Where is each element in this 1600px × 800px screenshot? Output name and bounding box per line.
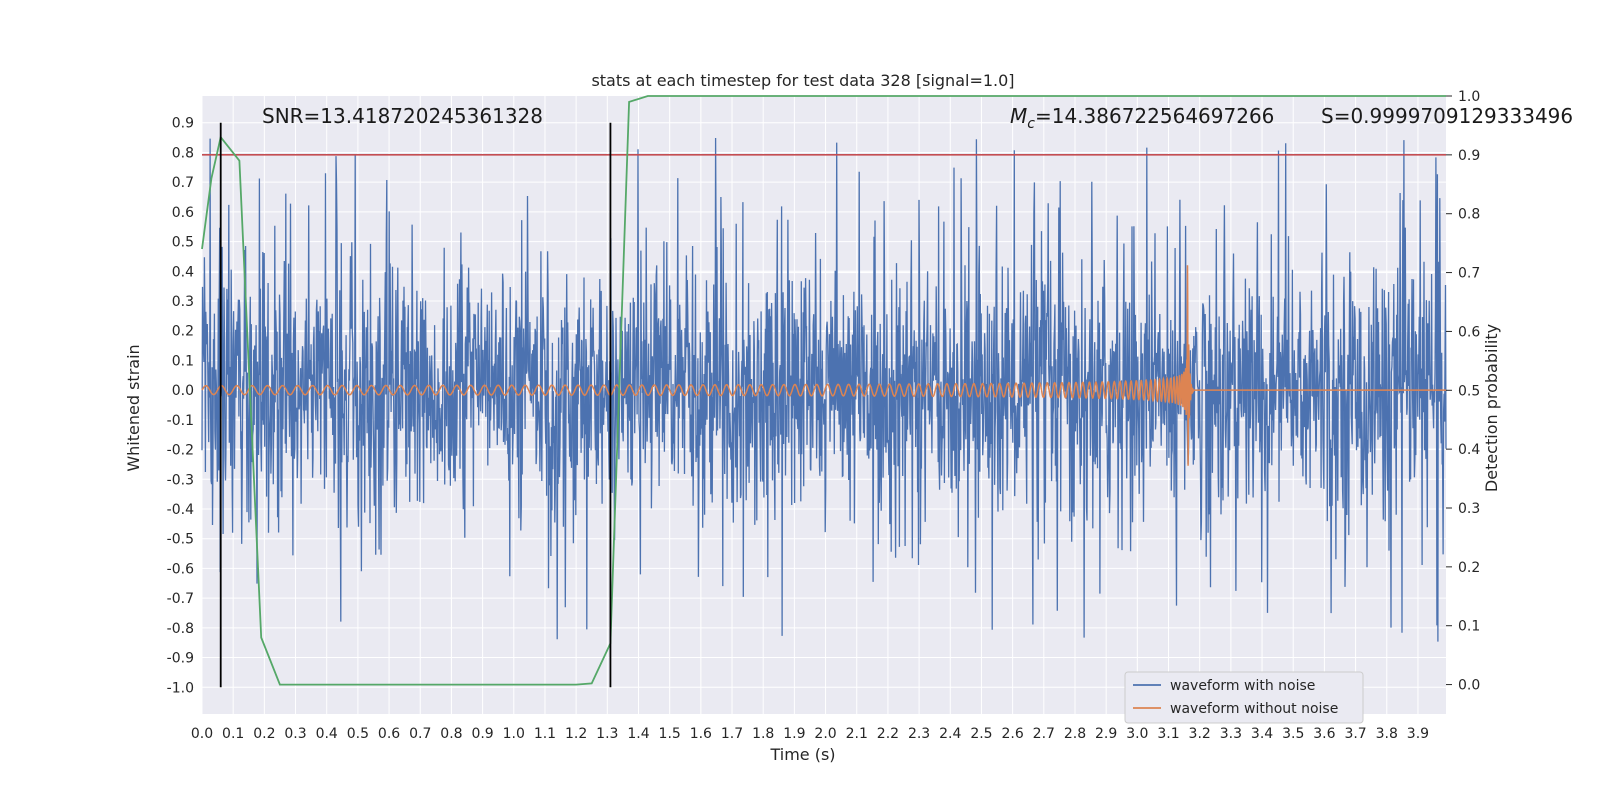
x-tick-label: 2.4 (939, 726, 961, 742)
y2-tick-label: 0.5 (1458, 383, 1480, 399)
y2-tick-label: 0.9 (1458, 148, 1480, 164)
y2-tick-labels: 0.0 0.1 0.2 0.3 0.4 0.5 0.6 0.7 0.8 0.9 1.0 (1446, 89, 1480, 694)
x-tick-label: 3.8 (1376, 726, 1398, 742)
y-tick-label: 0.2 (172, 324, 194, 340)
waveform-with-noise-series (201, 137, 1447, 642)
y-tick-label: -0.6 (167, 561, 194, 577)
y2-tick-label: 0.3 (1458, 501, 1480, 517)
y-tick-label: 0.4 (172, 264, 194, 280)
x-tick-label: 2.0 (814, 726, 836, 742)
x-tick-label: 2.7 (1033, 726, 1055, 742)
y-tick-label: -0.3 (167, 472, 194, 488)
x-tick-label: 3.6 (1313, 726, 1335, 742)
x-tick-label: 3.2 (1189, 726, 1211, 742)
x-tick-label: 2.5 (970, 726, 992, 742)
y-tick-label: -0.7 (167, 591, 194, 607)
x-tick-label: 3.5 (1282, 726, 1304, 742)
detection-probability-series (201, 95, 1446, 686)
y-tick-label: -0.5 (167, 532, 194, 548)
x-tick-label: 1.6 (690, 726, 712, 742)
y2-tick-label: 0.2 (1458, 560, 1480, 576)
x-tick-label: 0.3 (284, 726, 306, 742)
chirp-mass-annotation: Mc=14.386722564697266 (1010, 104, 1274, 132)
x-tick-label: 3.0 (1126, 726, 1148, 742)
waveform-without-noise-line (201, 265, 1446, 466)
x-tick-label: 2.6 (1001, 726, 1023, 742)
y2-axis-label: Detection probability (1482, 324, 1501, 492)
vertical-marker-lines (219, 122, 612, 688)
x-tick-label: 1.5 (659, 726, 681, 742)
y2-tick-label: 0.7 (1458, 266, 1480, 282)
chart-title: stats at each timestep for test data 328… (591, 71, 1014, 90)
y-tick-label: 0.9 (172, 116, 194, 132)
y2-tick-label: 0.8 (1458, 207, 1480, 223)
x-tick-label: 1.0 (503, 726, 525, 742)
y-tick-label: 0.6 (172, 205, 194, 221)
x-tick-labels: 0.0 0.1 0.2 0.3 0.4 0.5 0.6 0.7 0.8 0.9 1.0 1.1 1.2 1… (191, 726, 1429, 742)
x-tick-label: 0.5 (347, 726, 369, 742)
x-tick-label: 0.9 (471, 726, 493, 742)
y-tick-label: 0.1 (172, 353, 194, 369)
y-tick-label: 0.7 (172, 175, 194, 191)
x-tick-label: 1.8 (752, 726, 774, 742)
x-tick-label: 3.4 (1251, 726, 1273, 742)
x-tick-label: 0.8 (440, 726, 462, 742)
chirp-mass-subscript: c (1027, 116, 1035, 132)
x-tick-label: 1.9 (783, 726, 805, 742)
x-tick-label: 0.1 (222, 726, 244, 742)
legend-box (1124, 671, 1364, 724)
x-tick-label: 2.8 (1064, 726, 1086, 742)
y-tick-label: -0.4 (167, 502, 194, 518)
chirp-mass-symbol: M (1010, 104, 1027, 128)
y-tick-label: 0.0 (172, 383, 194, 399)
y2-tick-label: 0.6 (1458, 324, 1480, 340)
chirp-mass-value: =14.386722564697266 (1035, 104, 1274, 128)
y-tick-label: 0.5 (172, 235, 194, 251)
x-tick-label: 0.2 (253, 726, 275, 742)
y-tick-label: 0.3 (172, 294, 194, 310)
y2-tick-label: 0.1 (1458, 619, 1480, 635)
y2-tick-label: 0.0 (1458, 678, 1480, 694)
y-axis-label: Whitened strain (124, 344, 143, 471)
legend: waveform with noise waveform without noi… (1124, 671, 1364, 724)
y2-tick-label: 1.0 (1458, 89, 1480, 105)
y-tick-label: -0.9 (167, 651, 194, 667)
x-tick-label: 3.1 (1157, 726, 1179, 742)
y-tick-label: -0.2 (167, 443, 194, 459)
detection-probability-line (201, 95, 1446, 686)
waveform-without-noise-series (201, 265, 1446, 466)
y-tick-labels: 0.9 0.8 0.7 0.6 0.5 0.4 0.3 0.2 0.1 0.0 -0.1 -0.2 -0… (167, 116, 194, 697)
legend-label-waveform-with-noise: waveform with noise (1170, 678, 1315, 694)
x-tick-label: 3.7 (1344, 726, 1366, 742)
x-tick-label: 3.3 (1220, 726, 1242, 742)
x-tick-label: 1.4 (627, 726, 649, 742)
x-tick-label: 1.3 (596, 726, 618, 742)
y2-tick-label: 0.4 (1458, 442, 1480, 458)
x-tick-label: 2.3 (908, 726, 930, 742)
x-tick-label: 1.2 (565, 726, 587, 742)
waveform-with-noise-line (201, 137, 1447, 642)
x-tick-label: 2.9 (1095, 726, 1117, 742)
y-tick-label: -1.0 (167, 680, 194, 696)
legend-label-waveform-without-noise: waveform without noise (1170, 701, 1338, 717)
score-annotation: S=0.9999709129333496 (1321, 104, 1573, 128)
x-tick-label: 0.0 (191, 726, 213, 742)
x-tick-label: 1.7 (721, 726, 743, 742)
y-tick-label: -0.8 (167, 621, 194, 637)
x-tick-label: 2.2 (877, 726, 899, 742)
x-tick-label: 0.6 (378, 726, 400, 742)
x-tick-label: 0.7 (409, 726, 431, 742)
x-tick-label: 1.1 (534, 726, 556, 742)
y-tick-label: 0.8 (172, 145, 194, 161)
x-tick-label: 3.9 (1407, 726, 1429, 742)
x-axis-label: Time (s) (769, 745, 835, 764)
y-tick-label: -0.1 (167, 413, 194, 429)
x-tick-label: 2.1 (846, 726, 868, 742)
snr-annotation: SNR=13.418720245361328 (262, 104, 543, 128)
x-tick-label: 0.4 (316, 726, 338, 742)
